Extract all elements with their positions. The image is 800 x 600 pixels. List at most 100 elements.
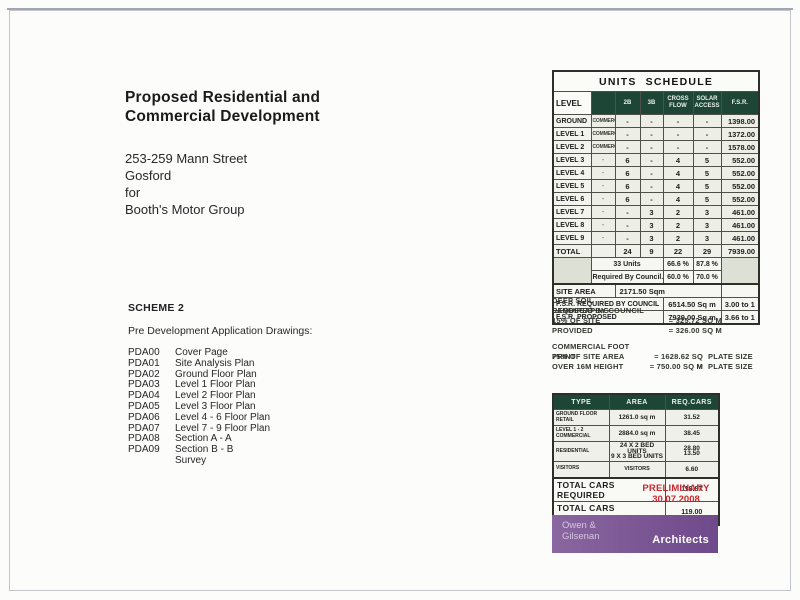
footprint-label: 75% OF SITE AREA [552, 352, 625, 361]
drawing-code: PDA05 [128, 400, 160, 412]
parking-header-row: TYPE AREA REQ.CARS [552, 393, 720, 410]
crossflow-cell: 2 [662, 205, 694, 219]
2b-cell: - [614, 218, 641, 232]
drawing-code: PDA08 [128, 433, 160, 445]
2b-cell: - [614, 127, 641, 141]
drawing-code [128, 456, 175, 467]
crossflow-total: 22 [662, 244, 694, 258]
firm-name-line1: Owen & [562, 520, 596, 531]
level-row: LEVEL 9- -3 2 3 461.00 [552, 231, 760, 245]
level-row: LEVEL 6-6-4 5 552.00 [552, 192, 760, 206]
drawing-name: Level 7 - 9 Floor Plan [175, 422, 271, 434]
units-count: 33 Units [590, 257, 664, 271]
area-header: AREA [608, 393, 666, 410]
level-cell: LEVEL 9 [552, 231, 592, 245]
fsr-proposed-row: F.S.R. PROPOSED 7939.00 Sq m 3.66 to 1 [552, 310, 760, 325]
crossflow-cell: 4 [662, 192, 694, 206]
units-schedule-header-row: LEVEL 2B 3B CROSS FLOW SOLAR ACCESS F.S.… [552, 91, 760, 115]
use-cell: - [590, 153, 616, 167]
total-required-label: TOTAL CARS REQUIRED [552, 476, 666, 502]
3b-cell: 3 [639, 231, 664, 245]
drawing-name: Section A - A [175, 433, 232, 445]
parking-row: LEVEL 1 - 2 COMMERCIAL 2884.0 sq m 38.45 [552, 425, 720, 442]
shaded-cell [552, 257, 592, 285]
level-row: LEVEL 8- -3 2 3 461.00 [552, 218, 760, 232]
parking-row: GROUND FLOOR RETAIL 1261.0 sq m 31.52 [552, 409, 720, 426]
2b-header: 2B [614, 91, 641, 115]
shaded-cell [720, 257, 760, 285]
solar-cell: 3 [692, 231, 722, 245]
fsr-cell: 1398.00 [720, 114, 760, 128]
level-cell: LEVEL 1 [552, 127, 592, 141]
drawing-name: Level 4 - 6 Floor Plan [175, 411, 271, 423]
use-cell: - [590, 192, 616, 206]
fsr-cell: 552.00 [720, 192, 760, 206]
solar-cell: 5 [692, 153, 722, 167]
use-cell [590, 244, 616, 258]
solar-cell: - [692, 114, 722, 128]
3b-total: 9 [639, 244, 664, 258]
fsr-cell: 1372.00 [720, 127, 760, 141]
level-cell: LEVEL 7 [552, 205, 592, 219]
crossflow-cell: 4 [662, 179, 694, 193]
2b-cell: - [614, 205, 641, 219]
cars-cell: 28.80 13.50 [664, 441, 720, 462]
crossflow-cell: 4 [662, 153, 694, 167]
footprint-suffix: PLATE SIZE [708, 352, 753, 361]
project-title-line1: Proposed Residential and [125, 89, 321, 106]
solar-cell: - [692, 127, 722, 141]
2b-cell: 6 [614, 153, 641, 167]
2b-cell: - [614, 231, 641, 245]
cars-line: 28.80 [683, 444, 700, 452]
crossflow-cell: - [662, 127, 694, 141]
deep-soil-value: = 325.72 SQ M [668, 316, 722, 325]
level-row: LEVEL 7- -3 2 3 461.00 [552, 205, 760, 219]
fsr-proposed-value: 7939.00 Sq m [662, 310, 722, 325]
level-cell: LEVEL 3 [552, 153, 592, 167]
3b-cell: - [639, 179, 664, 193]
drawings-heading: Pre Development Application Drawings: [128, 325, 313, 337]
project-address: 253-259 Mann Street Gosford for Booth's … [125, 150, 247, 218]
units-schedule-title-row: UNITS SCHEDULE [552, 70, 760, 92]
scan-edge-line [7, 8, 793, 10]
units-percent-row: 33 Units 66.6 % 87.8 % [552, 257, 760, 285]
level-cell: LEVEL 4 [552, 166, 592, 180]
3b-cell: - [639, 114, 664, 128]
use-header [590, 91, 616, 115]
solar-cell: 5 [692, 166, 722, 180]
crossflow-cell: 2 [662, 218, 694, 232]
drawing-name: Site Analysis Plan [175, 357, 255, 369]
3b-cell: - [639, 192, 664, 206]
deep-soil-label: 15% OF SITE [552, 316, 601, 325]
fsr-cell: 552.00 [720, 153, 760, 167]
drawing-row: PDA02 Ground Floor Plan [128, 369, 270, 381]
3b-cell: - [639, 127, 664, 141]
3b-cell: - [639, 140, 664, 154]
level-row: LEVEL 4-6-4 5 552.00 [552, 166, 760, 180]
fsr-total: 7939.00 [720, 244, 760, 258]
fsr-cell: 461.00 [720, 231, 760, 245]
drawing-row: PDA01 Site Analysis Plan [128, 357, 270, 370]
solar-cell: - [692, 140, 722, 154]
area-line: 9 X 3 BED UNITS [610, 453, 663, 460]
footprint-row: OVER 16M HEIGHT = 750.00 SQ M PLATE SIZE [552, 362, 760, 372]
preliminary-stamp: PRELIMINARY 30.07.2008 [628, 483, 724, 505]
firm-name: Owen & Gilsenan [562, 520, 600, 542]
drawing-row: PDA00 Cover Page [128, 347, 270, 359]
crossflow-cell: 4 [662, 166, 694, 180]
fsr-cell: 1578.00 [720, 140, 760, 154]
drawing-list: PDA00 Cover Page PDA01 Site Analysis Plan … [128, 347, 271, 467]
solar-percent: 87.8 % [692, 257, 722, 271]
firm-name-line2: Gilsenan [562, 531, 600, 542]
total-label: TOTAL [552, 244, 592, 258]
2b-cell: - [614, 140, 641, 154]
solar-header: SOLAR ACCESS [692, 91, 722, 115]
type-line: COMMERCIAL [556, 432, 591, 439]
solar-cell: 5 [692, 192, 722, 206]
use-cell: COMMERCIAL [590, 127, 616, 141]
type-header: TYPE [552, 393, 610, 410]
address-client: Booth's Motor Group [125, 202, 245, 217]
drawing-row: PDA07 Level 7 - 9 Floor Plan [128, 422, 271, 435]
area-line: 24 X 2 BED UNITS [619, 442, 655, 455]
area-cell: 24 X 2 BED UNITS 9 X 3 BED UNITS [608, 441, 666, 462]
